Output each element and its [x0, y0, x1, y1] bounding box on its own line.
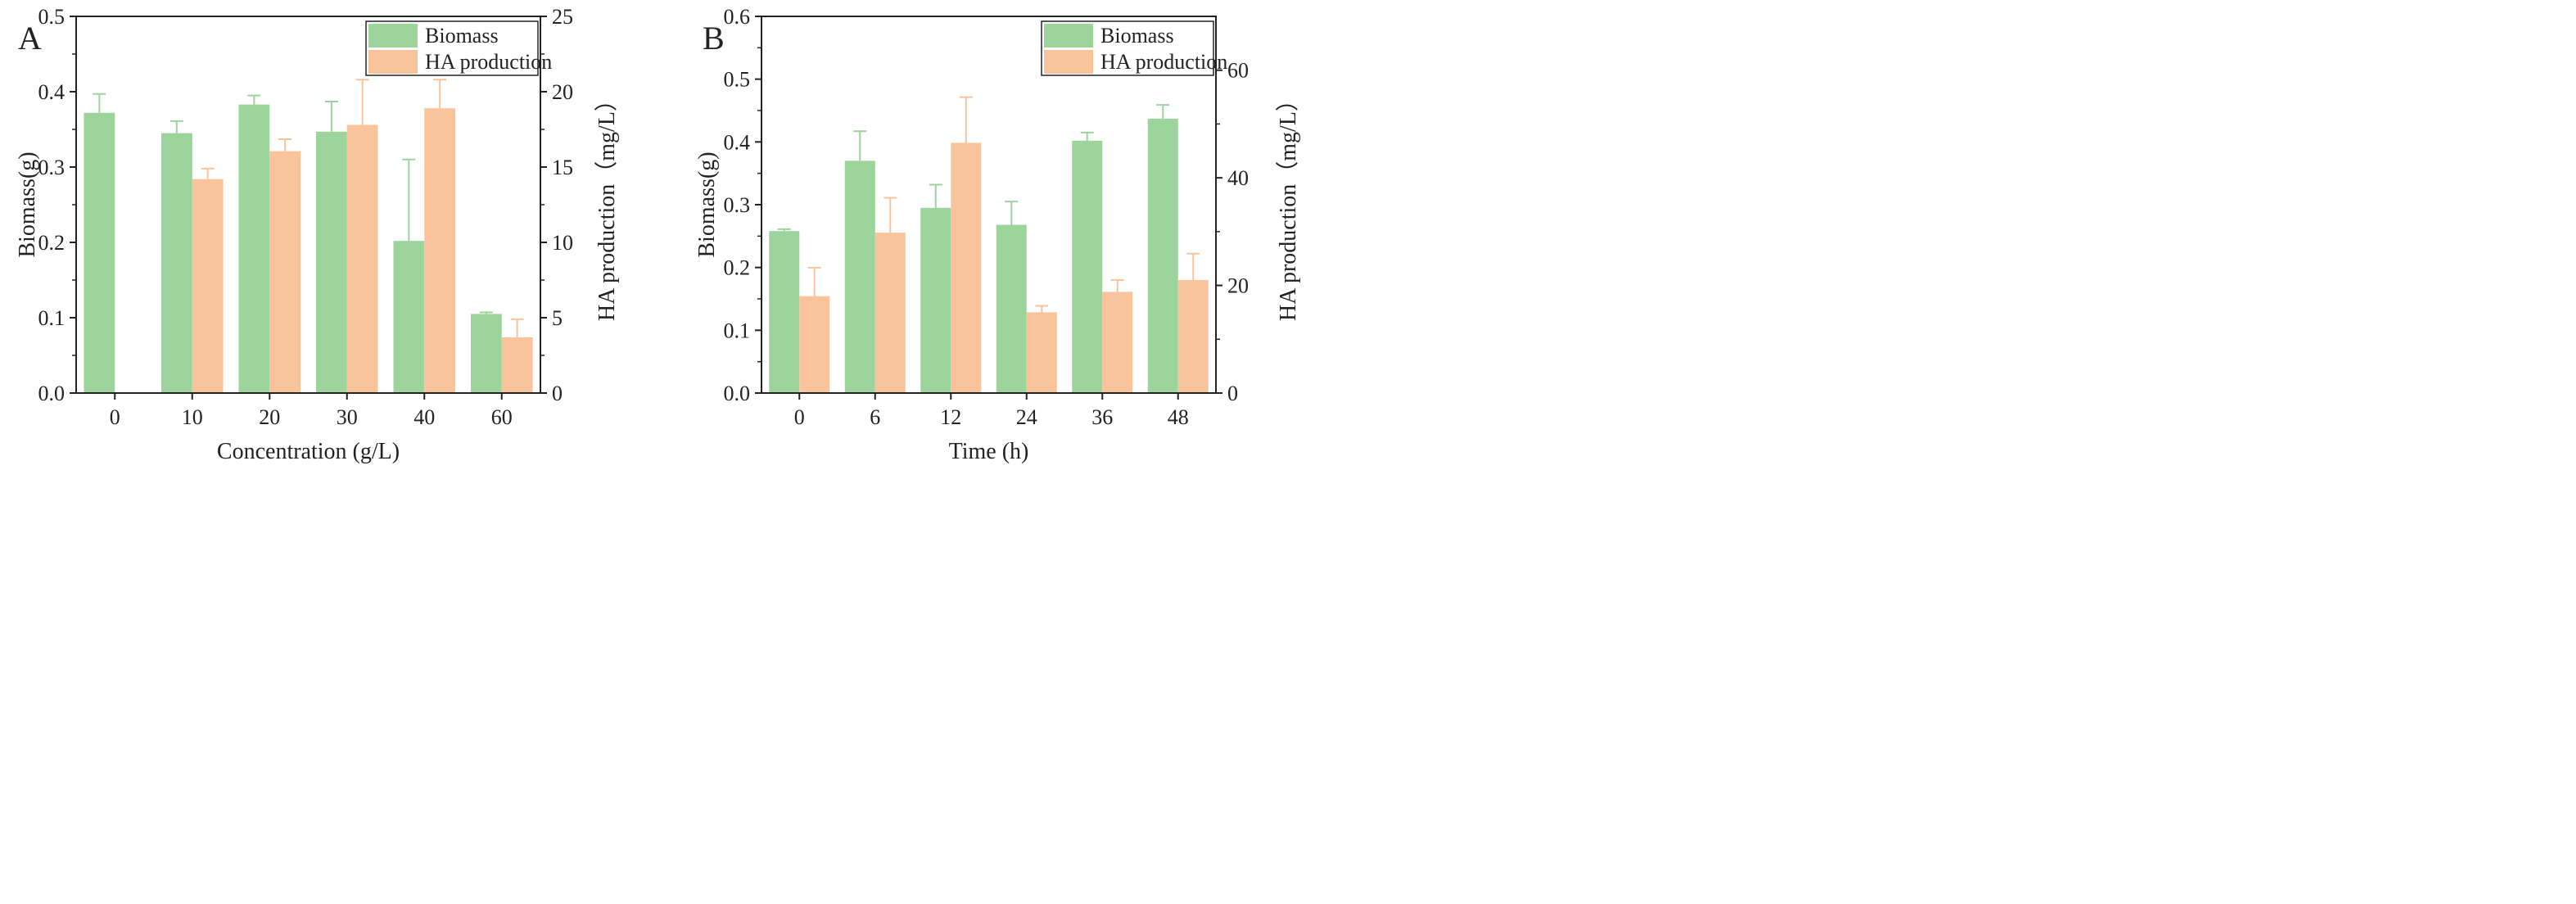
x-tick-label: 30 [337, 405, 358, 429]
bar-biomass-48 [1147, 118, 1178, 393]
left-tick-label: 0.2 [38, 231, 66, 255]
left-axis-label: Biomass(g) [694, 151, 720, 257]
left-tick-label: 0.5 [724, 68, 751, 92]
left-tick-label: 0.5 [38, 5, 66, 29]
right-axis-label: HA production（mg/L） [594, 88, 620, 321]
x-tick-label: 20 [259, 405, 280, 429]
bar-ha-30 [346, 124, 378, 394]
x-tick-label: 12 [940, 405, 961, 429]
panel-label: A [18, 20, 42, 56]
legend-swatch-ha [1044, 50, 1093, 74]
bar-biomass-0 [769, 231, 800, 393]
right-tick-label: 5 [552, 306, 563, 330]
legend-label-ha: HA production [1100, 50, 1227, 74]
left-axis-label: Biomass(g) [15, 151, 40, 257]
x-tick-label: 60 [491, 405, 513, 429]
bar-biomass-36 [1072, 140, 1103, 394]
bar-ha-24 [1026, 312, 1057, 393]
panel-label: B [703, 20, 725, 56]
bar-biomass-20 [238, 104, 270, 393]
right-tick-label: 0 [552, 382, 563, 405]
right-tick-label: 20 [1227, 274, 1249, 298]
bar-ha-20 [269, 151, 301, 393]
legend-swatch-biomass [1044, 24, 1093, 47]
bar-ha-12 [951, 142, 982, 393]
bar-ha-6 [874, 233, 906, 393]
left-tick-label: 0.3 [38, 156, 66, 179]
left-tick-label: 0.4 [724, 130, 751, 154]
left-tick-label: 0.4 [38, 80, 66, 104]
right-axis-label: HA production（mg/L） [1275, 88, 1301, 321]
left-tick-label: 0.3 [724, 193, 751, 217]
x-tick-label: 0 [794, 405, 805, 429]
legend-label-biomass: Biomass [1100, 24, 1174, 47]
legend-label-ha: HA production [425, 50, 552, 74]
legend-swatch-ha [368, 50, 418, 74]
bar-biomass-6 [844, 160, 875, 393]
x-tick-label: 36 [1091, 405, 1113, 429]
bar-ha-36 [1102, 292, 1133, 393]
bar-biomass-12 [920, 207, 951, 393]
chart-panel-a: A 0.0 0.1 0.2 0.3 0.4 0.5 0 5 10 15 20 25 0 10 20 30 40 60… [15, 5, 620, 464]
right-tick-label: 40 [1227, 166, 1249, 190]
x-tick-label: 40 [414, 405, 435, 429]
legend-label-biomass: Biomass [425, 24, 499, 47]
right-tick-label: 0 [1227, 382, 1238, 405]
bar-biomass-30 [315, 131, 347, 393]
x-axis-label: Time (h) [949, 439, 1029, 464]
right-tick-label: 15 [552, 156, 573, 179]
bar-ha-40 [424, 108, 456, 394]
left-tick-label: 0.0 [38, 382, 66, 405]
right-tick-label: 25 [552, 5, 573, 29]
bar-biomass-40 [393, 241, 425, 393]
right-tick-label: 10 [552, 231, 573, 255]
bar-biomass-0 [84, 112, 115, 393]
legend-swatch-biomass [368, 24, 418, 47]
right-tick-label: 60 [1227, 59, 1249, 83]
bar-ha-60 [501, 337, 533, 393]
left-tick-label: 0.6 [724, 5, 751, 29]
x-tick-label: 24 [1016, 405, 1037, 429]
bar-ha-48 [1177, 280, 1209, 393]
x-tick-label: 10 [182, 405, 203, 429]
right-tick-label: 20 [552, 80, 573, 104]
left-tick-label: 0.1 [724, 319, 751, 342]
left-tick-label: 0.2 [724, 256, 751, 280]
left-tick-label: 0.0 [724, 382, 751, 405]
x-tick-label: 6 [870, 405, 880, 429]
left-tick-label: 0.1 [38, 306, 66, 330]
bar-biomass-24 [996, 224, 1027, 393]
x-tick-label: 48 [1168, 405, 1189, 429]
bar-biomass-10 [160, 133, 192, 393]
bar-ha-10 [192, 179, 224, 393]
x-axis-label: Concentration (g/L) [217, 439, 400, 464]
chart-panel-b: B 0.0 0.1 0.2 0.3 0.4 0.5 0.6 0 20 40 60 0 6 12 24 36 48 T… [694, 5, 1301, 464]
bar-ha-0 [799, 296, 830, 393]
x-tick-label: 0 [110, 405, 120, 429]
bar-biomass-60 [470, 314, 502, 393]
